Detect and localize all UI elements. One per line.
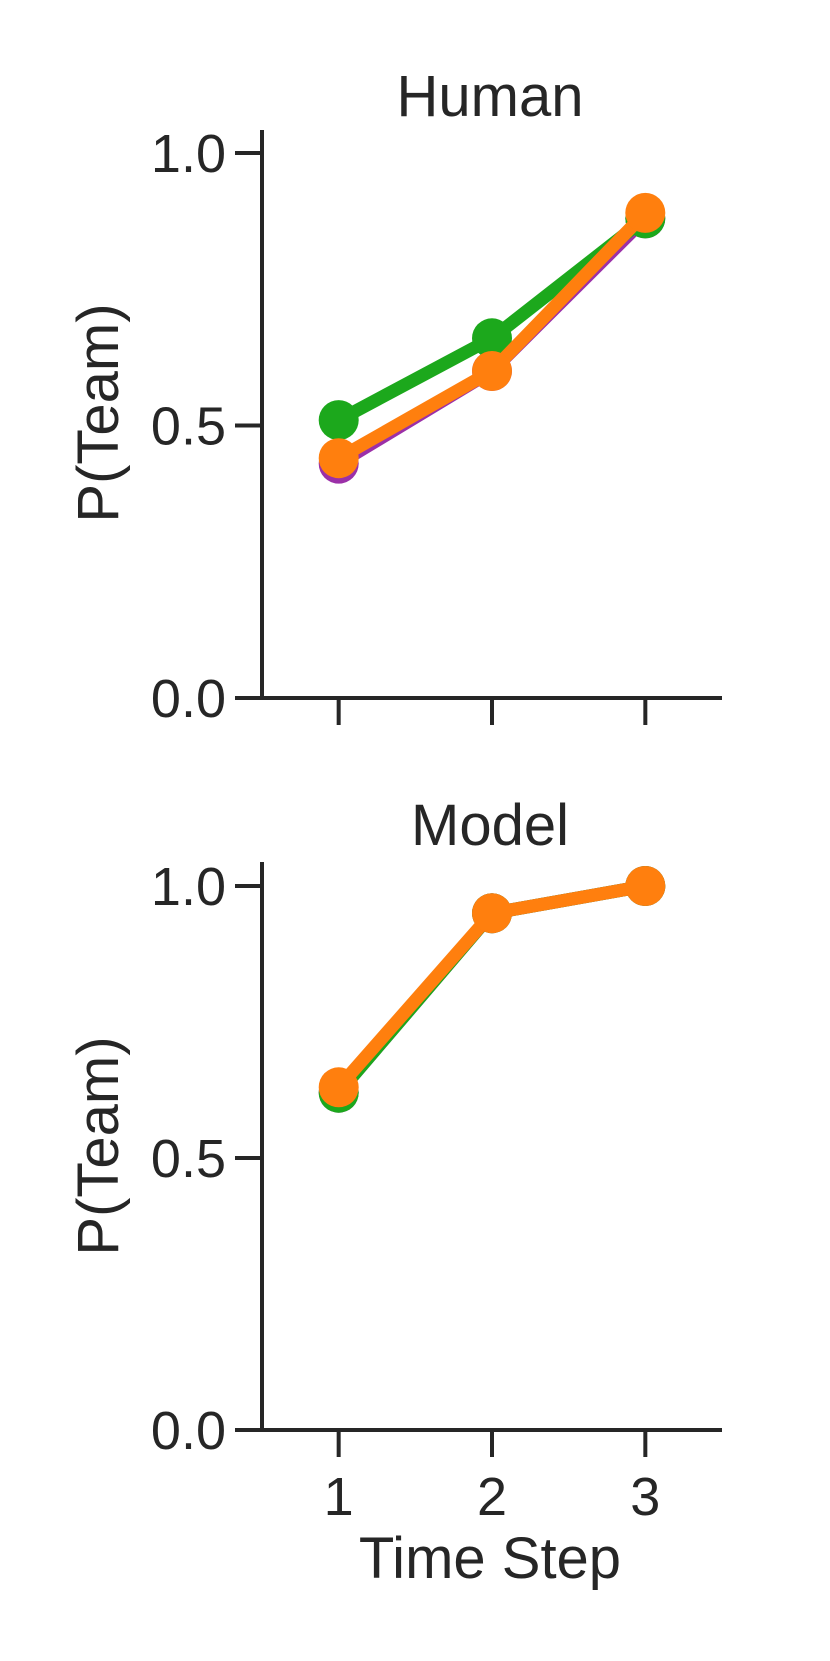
panel-model: Model P(Team) 0.0 0.5 1.0 1 2 3 Time Step <box>66 793 722 1591</box>
series-group <box>318 192 666 484</box>
series-group <box>318 866 666 1113</box>
data-point <box>625 192 666 233</box>
axis-ticks: 0.0 0.5 1.0 1 2 3 <box>151 857 660 1527</box>
x-tick-label: 2 <box>477 1467 507 1527</box>
x-tick-label: 3 <box>630 1467 660 1527</box>
y-axis-label: P(Team) <box>66 303 131 522</box>
y-tick-label: 1.0 <box>151 857 226 917</box>
data-point <box>318 1067 359 1108</box>
axis-ticks: 0.0 0.5 1.0 <box>151 124 648 729</box>
y-tick-label: 0.5 <box>151 397 226 457</box>
data-point <box>472 318 512 359</box>
data-point <box>625 866 666 906</box>
y-tick-label: 0.0 <box>151 669 226 729</box>
data-point <box>472 351 512 391</box>
panel-title: Human <box>397 64 584 129</box>
x-tick-label: 1 <box>324 1467 354 1527</box>
panel-human: Human P(Team) 0.0 0.5 1.0 <box>66 64 722 729</box>
x-axis-label: Time Step <box>359 1526 621 1591</box>
y-axis-label: P(Team) <box>66 1036 131 1255</box>
data-point <box>318 438 359 479</box>
y-tick-label: 0.0 <box>151 1401 226 1461</box>
y-tick-label: 0.5 <box>151 1129 226 1189</box>
data-point <box>472 893 512 934</box>
y-tick-label: 1.0 <box>151 124 226 184</box>
panel-title: Model <box>411 793 569 858</box>
data-point <box>318 400 359 441</box>
